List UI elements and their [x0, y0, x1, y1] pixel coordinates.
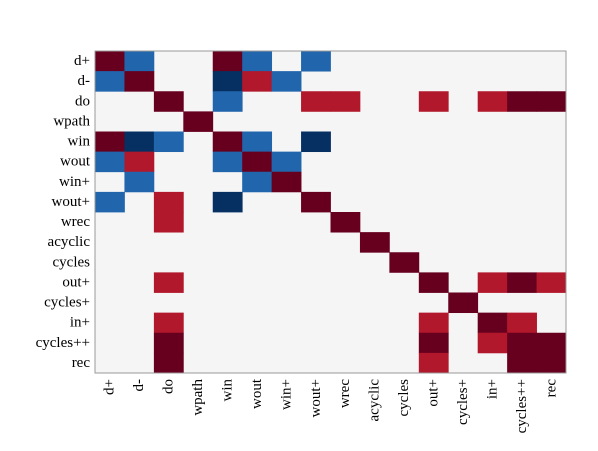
y-tick-label: win: [68, 134, 91, 150]
heatmap-cell-rec-out+: [418, 352, 449, 374]
x-tick-label: wpath: [190, 379, 206, 416]
heatmap-cell-cycles++-out+: [418, 332, 449, 354]
y-tick-label: cycles+: [44, 295, 90, 311]
x-tick-label: win: [219, 379, 235, 402]
heatmap-cell-acyclic-acyclic: [359, 232, 390, 253]
heatmap-cell-cycles++-rec: [536, 332, 567, 354]
x-tick-label: d-: [131, 379, 147, 392]
x-tick-label: cycles+: [455, 379, 471, 425]
heatmap-cell-win-d+: [95, 131, 125, 153]
heatmap-cell-do-out+: [418, 91, 449, 112]
plot-frame: [94, 50, 567, 374]
heatmap-cell-d--win: [212, 71, 243, 92]
y-tick-label: do: [75, 93, 90, 109]
heatmap-cells: [95, 51, 567, 374]
x-tick-label: in+: [484, 379, 500, 399]
heatmap-cell-d+-d+: [95, 51, 125, 72]
heatmap-cell-out+-cycles++: [507, 272, 537, 293]
x-tick-label: rec: [543, 379, 559, 398]
heatmap-cell-win-do: [153, 131, 184, 153]
heatmap-cell-do-do: [153, 91, 184, 112]
heatmap-cell-cycles++-in+: [477, 332, 508, 354]
x-tick-label: d+: [102, 379, 118, 395]
heatmap-cell-cycles++-do: [153, 332, 184, 354]
heatmap-cell-out+-out+: [418, 272, 449, 293]
heatmap-cell-cycles++-cycles++: [507, 332, 537, 354]
y-tick-label: d-: [78, 73, 91, 89]
y-tick-label: out+: [62, 274, 90, 290]
heatmap-cell-do-wout+: [301, 91, 331, 112]
y-tick-label: wout+: [52, 194, 90, 210]
heatmap-cell-do-cycles++: [507, 91, 537, 112]
y-tick-labels: d+ d-do wpath win wout win+ wout+ wrec acyclic cy…: [36, 53, 91, 371]
heatmap-cell-d+-wout+: [301, 51, 331, 72]
heatmap-cell-rec-cycles++: [507, 352, 537, 374]
y-tick-label: in+: [70, 315, 90, 331]
heatmap-cell-cycles-cycles: [389, 252, 420, 273]
heatmap-cell-win+-wout: [242, 171, 273, 193]
x-tick-label: acyclic: [367, 379, 383, 422]
heatmap-cell-do-rec: [536, 91, 567, 112]
heatmap-cell-win+-win+: [271, 171, 302, 193]
heatmap-cell-wpath-wpath: [183, 111, 214, 132]
heatmap-cell-rec-rec: [536, 352, 567, 374]
heatmap-cell-in+-do: [153, 312, 184, 334]
heatmap-cell-wout-d-: [124, 151, 155, 173]
heatmap-cell-d--d+: [95, 71, 125, 92]
heatmap-cell-d--win+: [271, 71, 302, 92]
heatmap-cell-out+-rec: [536, 272, 567, 293]
heatmap-cell-d+-wout: [242, 51, 273, 72]
x-tick-label: do: [161, 379, 177, 394]
heatmap-cell-do-in+: [477, 91, 508, 112]
heatmap-cell-win+-d-: [124, 171, 155, 193]
heatmap-cell-do-wrec: [330, 91, 361, 112]
heatmap-cell-rec-do: [153, 352, 184, 374]
y-tick-label: d+: [74, 53, 90, 69]
heatmap-cell-win-win: [212, 131, 243, 153]
heatmap-cell-wout+-wout+: [301, 191, 331, 213]
x-tick-label: wout+: [308, 379, 324, 417]
heatmap-cell-d+-win: [212, 51, 243, 72]
x-tick-labels: d+ d-do wpath win wout win+ wout+ wrec acyclic cy…: [102, 378, 560, 433]
heatmap-cell-do-win: [212, 91, 243, 112]
x-tick-label: wrec: [337, 379, 353, 408]
heatmap-cell-in+-out+: [418, 312, 449, 334]
heatmap-cell-wout+-do: [153, 191, 184, 213]
y-tick-label: wout: [60, 154, 91, 170]
x-tick-label: cycles: [396, 379, 412, 417]
heatmap-cell-wout-d+: [95, 151, 125, 173]
y-tick-label: wpath: [53, 113, 90, 129]
heatmap-cell-win-wout+: [301, 131, 331, 153]
heatmap-cell-wout-wout: [242, 151, 273, 173]
heatmap-cell-wout-win: [212, 151, 243, 173]
y-tick-label: wrec: [61, 214, 90, 230]
heatmap-cell-in+-in+: [477, 312, 508, 334]
heatmap-cell-d--d-: [124, 71, 155, 92]
heatmap-cell-out+-do: [153, 272, 184, 293]
heatmap-cell-wrec-do: [153, 212, 184, 233]
y-tick-label: acyclic: [48, 234, 91, 250]
heatmap-cell-wout+-d+: [95, 191, 125, 213]
y-tick-label: cycles: [53, 254, 91, 270]
heatmap-cell-wout+-win: [212, 191, 243, 213]
y-tick-label: rec: [72, 355, 91, 371]
heatmap-cell-wrec-wrec: [330, 212, 361, 233]
heatmap-cell-wout-win+: [271, 151, 302, 173]
heatmap-cell-cycles+-cycles+: [448, 292, 479, 314]
heatmap-cell-win-d-: [124, 131, 155, 153]
heatmap-cell-d--wout: [242, 71, 273, 92]
heatmap-cell-d+-d-: [124, 51, 155, 72]
x-tick-label: wout: [249, 378, 265, 409]
x-tick-label: out+: [426, 379, 442, 407]
heatmap-cell-win-wout: [242, 131, 273, 153]
x-tick-label: cycles++: [514, 379, 530, 433]
x-tick-label: win+: [278, 379, 294, 410]
heatmap-cell-out+-in+: [477, 272, 508, 293]
y-tick-label: cycles++: [36, 335, 90, 351]
heatmap-cell-in+-cycles++: [507, 312, 537, 334]
y-tick-label: win+: [59, 174, 90, 190]
